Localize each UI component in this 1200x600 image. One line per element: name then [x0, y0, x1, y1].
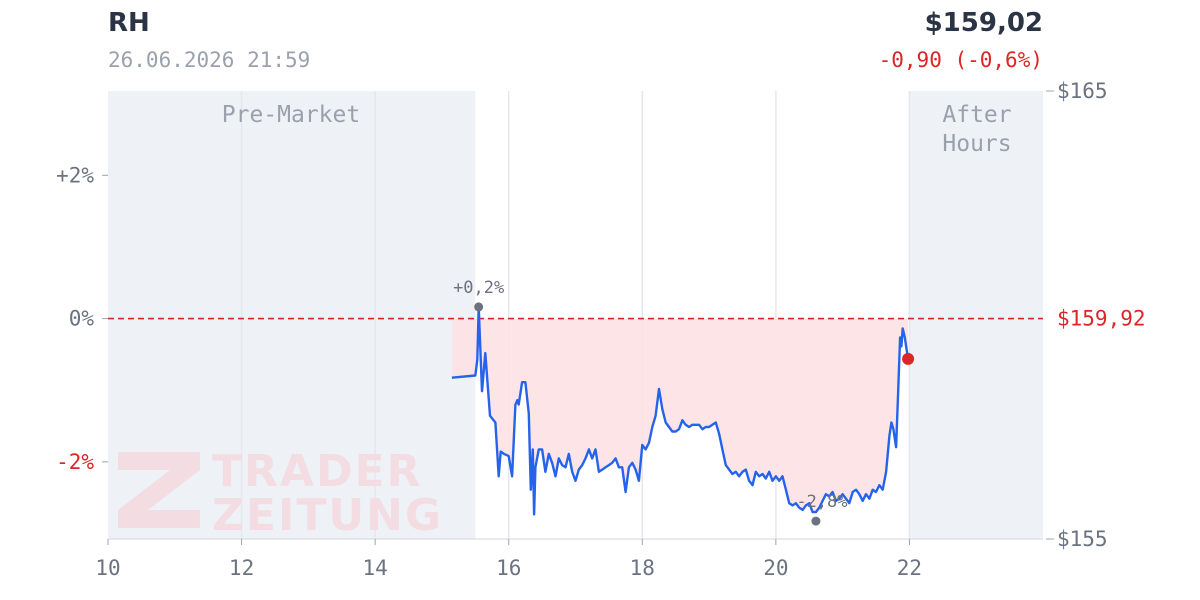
- reference-price-label: $159,92: [1057, 307, 1146, 331]
- negative-area-fill: [451, 306, 909, 515]
- grid-lines: [240, 91, 911, 539]
- watermark-emblem: [118, 452, 200, 528]
- current-price: $159,02: [924, 8, 1043, 38]
- after-hours-background: [909, 91, 1043, 539]
- pre-market-label: Pre-Market: [222, 102, 360, 128]
- after-hours-label-line2: Hours: [942, 131, 1011, 157]
- max-point-marker: [474, 302, 484, 312]
- x-tick-label: 22: [897, 556, 922, 580]
- y-left-tick-label: +2%: [56, 163, 94, 187]
- timestamp: 26.06.2026 21:59: [108, 48, 311, 72]
- min-point-marker: [811, 516, 821, 526]
- x-tick-label: 10: [95, 556, 120, 580]
- price-change: -0,90 (-0,6%): [878, 48, 1043, 72]
- min-annotation-label: -2,8%: [796, 492, 847, 512]
- watermark-logo: TRADER ZEITUNG: [118, 446, 443, 541]
- y-left-tick-label: 0%: [69, 307, 95, 331]
- watermark-text-1: TRADER: [212, 446, 422, 497]
- series-line: [451, 305, 910, 516]
- max-annotation-label: +0,2%: [453, 278, 504, 298]
- x-tick-label: 14: [362, 556, 387, 580]
- axes: 10 12 14 16 18 20 22 +2% 0% -2% $165 $155: [56, 79, 1108, 580]
- x-tick-label: 12: [229, 556, 254, 580]
- x-tick-label: 20: [763, 556, 788, 580]
- x-tick-label: 18: [630, 556, 655, 580]
- ticker-symbol: RH: [108, 8, 150, 38]
- y-left-tick-label: -2%: [56, 450, 94, 474]
- x-tick-label: 16: [496, 556, 521, 580]
- current-price-marker: [902, 352, 915, 365]
- y-right-tick-label: $155: [1057, 527, 1108, 551]
- after-hours-label-line1: After: [942, 102, 1011, 128]
- y-right-tick-label: $165: [1057, 79, 1108, 103]
- watermark-text-2: ZEITUNG: [212, 490, 443, 541]
